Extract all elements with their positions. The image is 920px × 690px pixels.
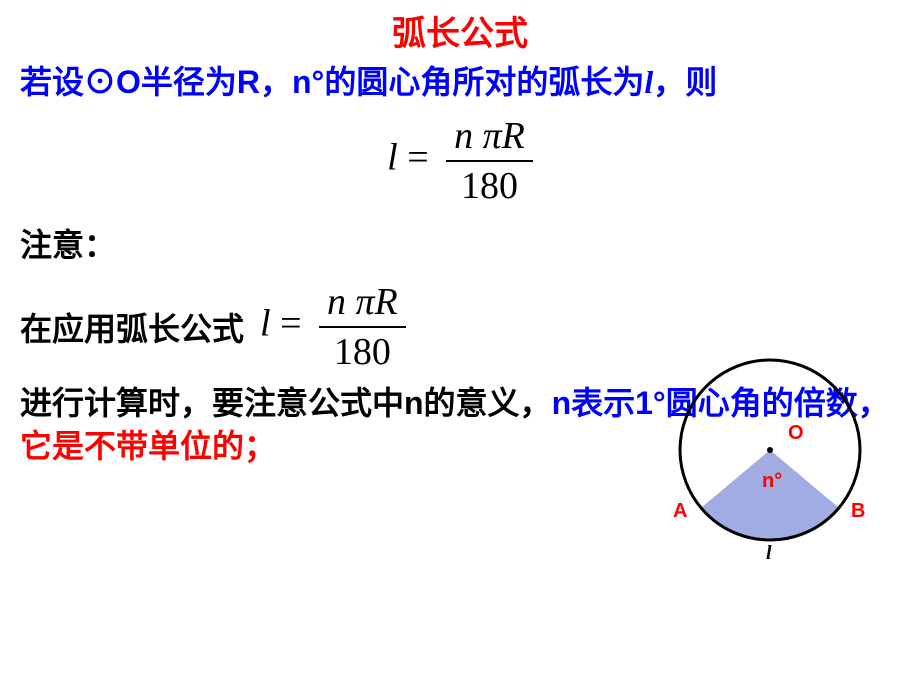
intro-l-symbol: l xyxy=(644,64,653,100)
formula2-lhs: l xyxy=(260,303,271,345)
label-B: B xyxy=(851,500,865,523)
circle-svg xyxy=(660,350,890,580)
formula-denominator: 180 xyxy=(446,162,533,208)
label-O: O xyxy=(788,422,804,445)
formula-main: l = n πR180 xyxy=(0,114,920,208)
formula2-fraction: n πR180 xyxy=(319,280,406,374)
label-l: l xyxy=(766,542,772,565)
formula2-eq: = xyxy=(271,303,311,345)
page-title: 弧长公式 xyxy=(0,0,920,55)
intro-part1: 若设⊙O半径为R，n°的圆心角所对的弧长为 xyxy=(20,64,644,100)
formula-lhs: l xyxy=(387,137,398,179)
note-label: 注意： xyxy=(0,208,920,266)
label-A: A xyxy=(673,500,687,523)
center-dot xyxy=(767,447,773,453)
bottom-black: 进行计算时，要注意公式中n的意义， xyxy=(20,385,552,421)
note-text: 在应用弧长公式 xyxy=(20,304,244,350)
formula-inline: l = n πR180 xyxy=(260,280,406,374)
circle-diagram: O n° A B l xyxy=(660,350,890,585)
bottom-red: 它是不带单位的； xyxy=(20,428,276,464)
formula-numerator: n πR xyxy=(446,114,533,162)
formula2-denominator: 180 xyxy=(319,328,406,374)
intro-part2: ，则 xyxy=(653,64,717,100)
intro-text: 若设⊙O半径为R，n°的圆心角所对的弧长为l，则 xyxy=(0,55,920,104)
formula2-numerator: n πR xyxy=(319,280,406,328)
formula-fraction: n πR180 xyxy=(446,114,533,208)
label-n: n° xyxy=(762,470,782,493)
formula-eq: = xyxy=(398,137,438,179)
